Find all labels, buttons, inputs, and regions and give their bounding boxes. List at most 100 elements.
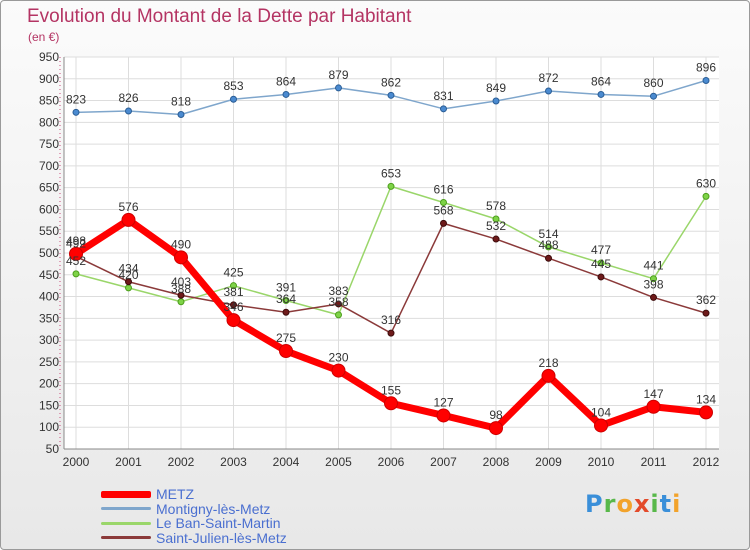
data-point — [282, 296, 290, 304]
data-point — [545, 254, 552, 262]
data-label: 403 — [171, 275, 191, 289]
brand-logo: Proxiti — [585, 490, 681, 518]
data-label: 420 — [118, 268, 138, 282]
data-point — [541, 368, 556, 383]
data-label: 147 — [643, 387, 663, 401]
data-point — [335, 300, 342, 308]
data-label: 218 — [538, 356, 558, 370]
data-label: 653 — [381, 166, 401, 180]
data-label: 477 — [591, 243, 611, 257]
data-label: 134 — [696, 392, 716, 406]
y-tick-label: 200 — [39, 377, 59, 391]
x-tick-label: 2009 — [535, 455, 562, 469]
y-tick-label: 400 — [39, 290, 59, 304]
data-point — [650, 92, 657, 100]
y-tick-label: 800 — [39, 115, 59, 129]
y-tick-label: 300 — [39, 333, 59, 347]
data-label: 316 — [381, 313, 401, 327]
data-point — [282, 90, 290, 98]
data-label: 616 — [433, 182, 453, 196]
y-tick-label: 450 — [39, 268, 59, 282]
data-point — [230, 301, 237, 309]
y-tick-label: 150 — [39, 398, 59, 412]
y-tick-label: 550 — [39, 224, 59, 238]
x-tick-label: 2006 — [378, 455, 405, 469]
data-label: 127 — [433, 395, 453, 409]
data-point — [597, 90, 605, 98]
data-label: 532 — [486, 219, 506, 233]
y-tick-label: 700 — [39, 159, 59, 173]
data-label: 849 — [486, 81, 506, 95]
data-point — [125, 107, 132, 115]
series-montigny-les-metz — [72, 77, 710, 118]
data-point — [230, 282, 237, 290]
data-point — [121, 212, 136, 227]
brand-letter: P — [585, 490, 604, 518]
data-point — [492, 97, 500, 105]
y-tick-label: 950 — [39, 50, 59, 64]
data-label: 346 — [223, 300, 243, 314]
data-label: 630 — [696, 176, 716, 190]
brand-letter: i — [650, 490, 660, 518]
data-point — [650, 293, 657, 301]
data-point — [125, 284, 132, 292]
data-point — [226, 313, 241, 328]
data-label: 578 — [486, 199, 506, 213]
data-point — [545, 243, 552, 251]
brand-letter: x — [633, 490, 651, 518]
data-label: 879 — [328, 68, 348, 82]
y-tick-label: 650 — [39, 181, 59, 195]
data-point — [177, 110, 185, 118]
unit-label: (en €) — [28, 30, 60, 44]
x-tick-label: 2011 — [641, 455, 667, 469]
data-point — [335, 311, 342, 319]
x-tick-label: 2007 — [430, 455, 457, 469]
x-tick-label: 2012 — [693, 455, 720, 469]
data-point — [492, 215, 500, 223]
data-point — [174, 250, 188, 265]
series-metz — [69, 212, 713, 436]
data-point — [69, 246, 83, 261]
data-point — [545, 87, 552, 95]
brand-letter: i — [672, 490, 682, 518]
legend-label: Montigny-lès-Metz — [156, 500, 271, 517]
data-point — [125, 278, 132, 286]
data-label: 362 — [696, 293, 716, 307]
data-label: 358 — [328, 295, 348, 309]
data-label: 826 — [118, 91, 138, 105]
x-tick-label: 2008 — [483, 455, 510, 469]
data-point — [387, 329, 395, 337]
data-point — [177, 298, 185, 306]
x-tick-label: 2010 — [588, 455, 615, 469]
data-label: 823 — [66, 92, 86, 106]
legend-swatch — [101, 490, 151, 498]
chart-title: Evolution du Montant de la Dette par Hab… — [27, 6, 412, 27]
y-tick-label: 750 — [39, 137, 59, 151]
x-tick-label: 2004 — [273, 455, 300, 469]
data-label: 864 — [591, 74, 611, 88]
y-tick-label: 350 — [39, 311, 59, 325]
legend-label: Le Ban-Saint-Martin — [156, 515, 281, 531]
x-tick-label: 2002 — [168, 455, 195, 469]
y-tick-label: 900 — [39, 72, 59, 86]
y-tick-label: 50 — [46, 442, 60, 456]
legend-swatch — [101, 507, 151, 510]
data-label: 498 — [66, 234, 86, 248]
data-point — [436, 408, 451, 423]
legend-label: METZ — [156, 486, 195, 502]
data-point — [230, 95, 237, 103]
data-point — [282, 308, 290, 316]
data-label: 441 — [643, 259, 663, 273]
data-label: 398 — [643, 277, 663, 291]
legend-swatch — [101, 521, 151, 525]
legend-label: Saint-Julien-lès-Metz — [156, 529, 287, 546]
y-tick-label: 100 — [39, 420, 59, 434]
data-label: 831 — [433, 89, 453, 103]
data-point — [387, 182, 395, 190]
data-label: 364 — [276, 292, 296, 306]
brand-letter: r — [603, 490, 617, 518]
data-label: 452 — [66, 254, 86, 268]
data-label: 514 — [538, 227, 558, 241]
